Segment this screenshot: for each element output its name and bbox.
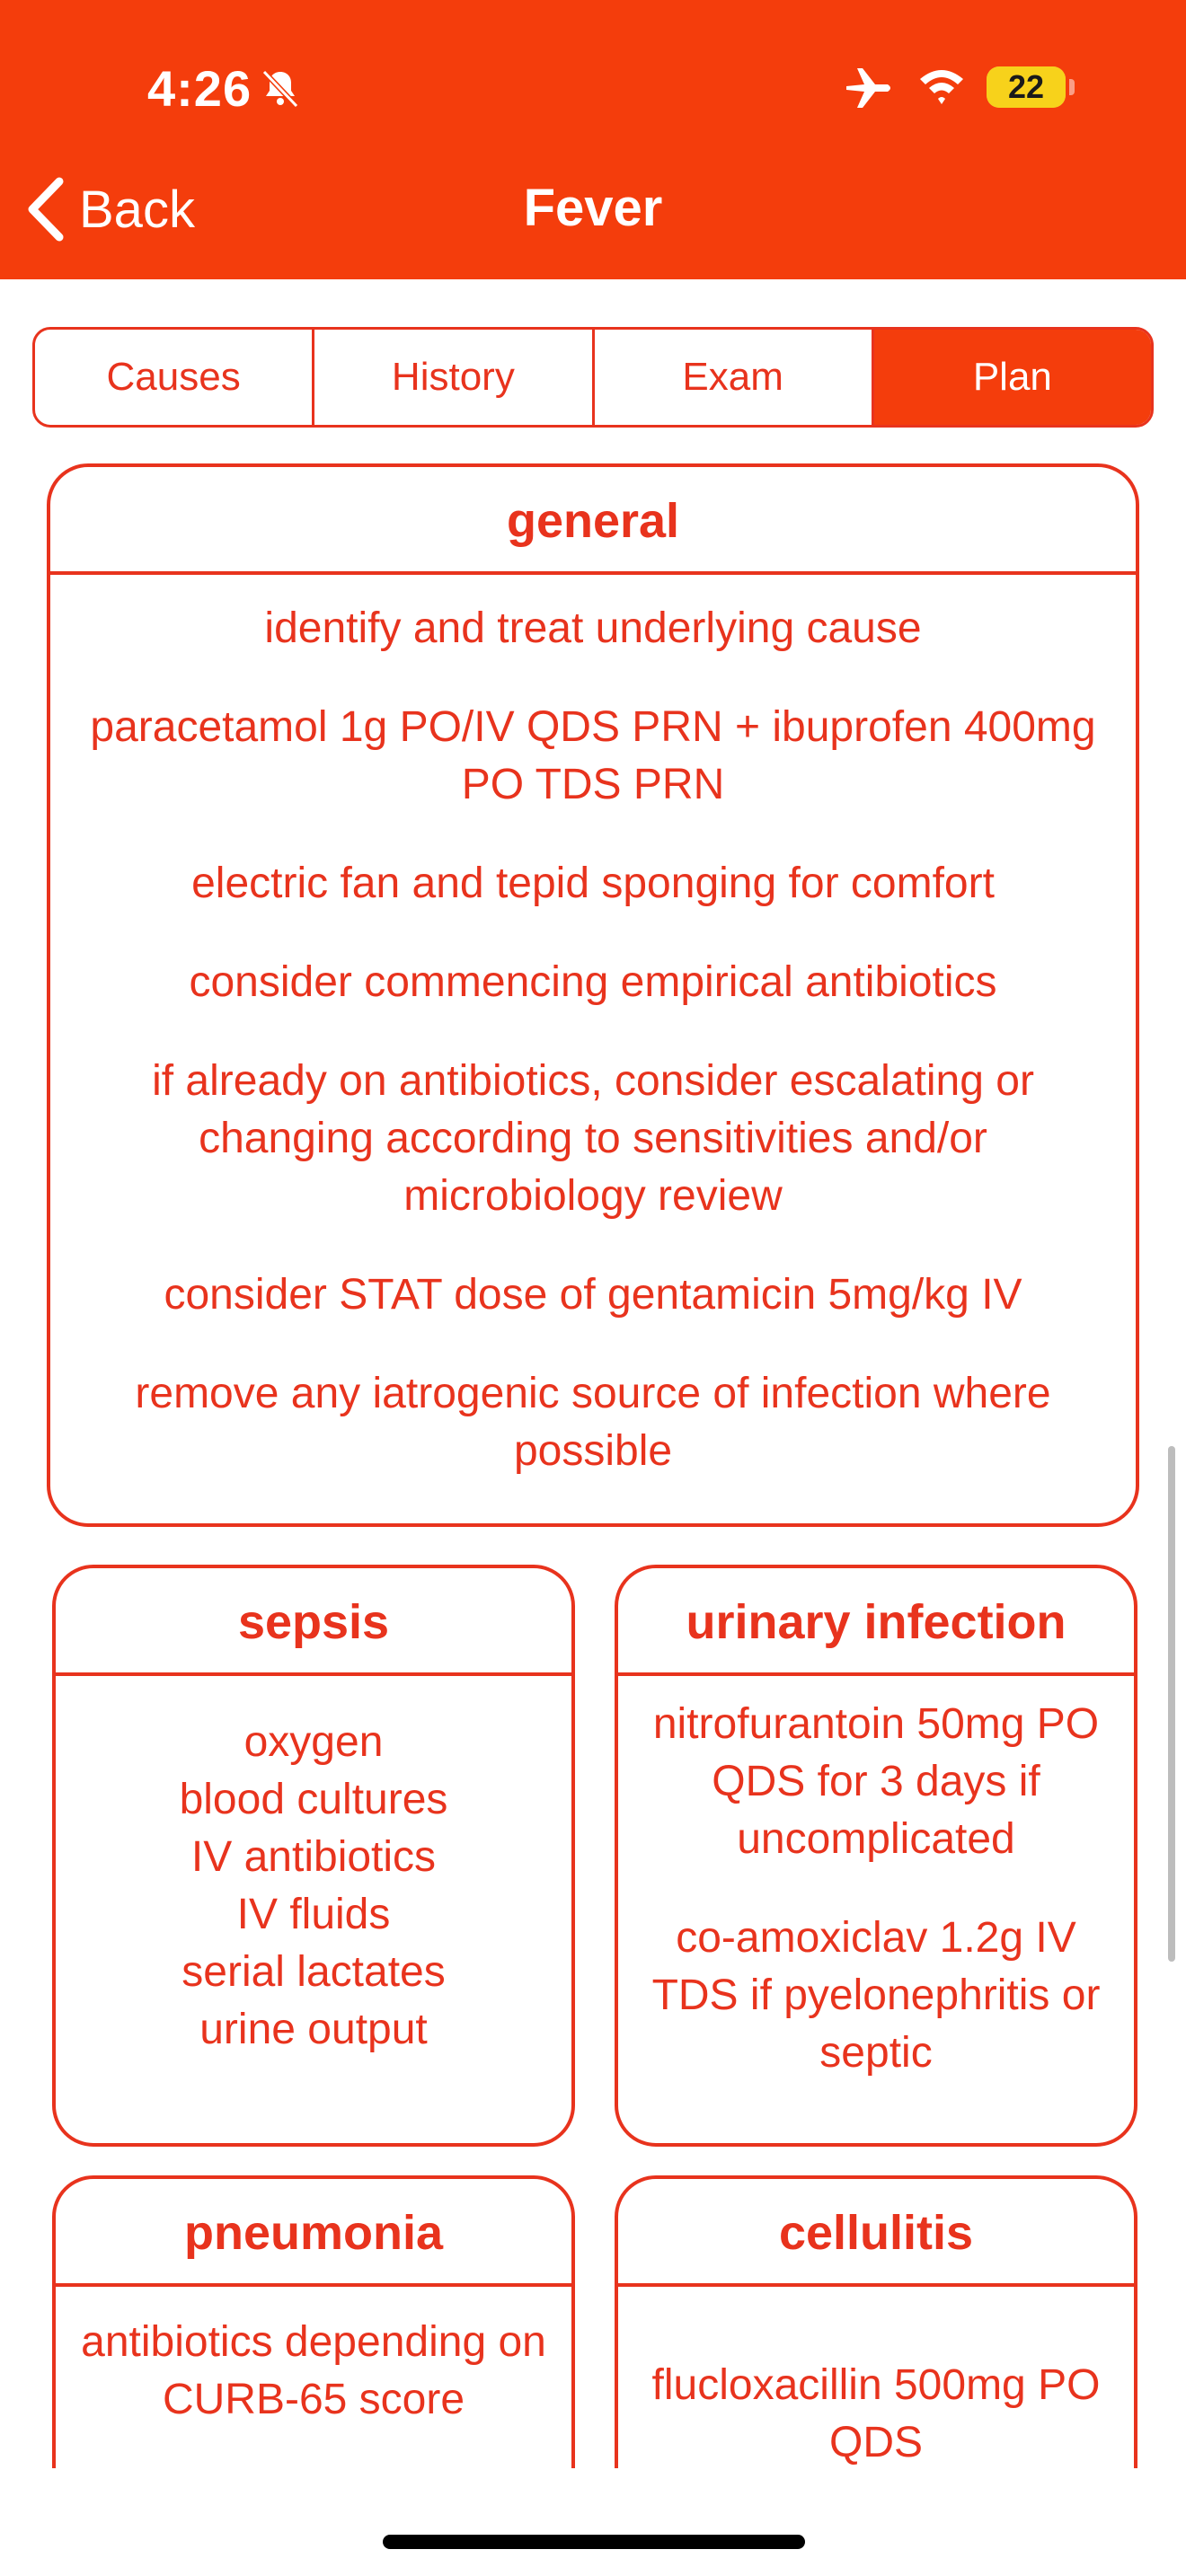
card-title-sepsis: sepsis (56, 1568, 571, 1676)
scrollbar[interactable] (1168, 1446, 1175, 1962)
urinary-infection-card: urinary infection nitrofurantoin 50mg PO… (615, 1565, 1137, 2147)
battery-level: 22 (1007, 68, 1045, 105)
card-title-urinary-infection: urinary infection (618, 1568, 1134, 1676)
bell-slash-icon (261, 69, 299, 109)
battery-fill (987, 66, 1066, 108)
list-item: paracetamol 1g PO/IV QDS PRN + ibuprofen… (90, 703, 1096, 808)
wifi-icon (920, 70, 963, 104)
card-body-urinary-infection: nitrofurantoin 50mg PO QDS for 3 days if… (618, 1676, 1134, 2082)
chevron-left-icon (28, 177, 64, 242)
list-item: IV antibiotics (190, 1833, 437, 1881)
card-body-general: identify and treat underlying cause para… (50, 575, 1136, 1480)
bottom-safe-area (0, 2468, 1186, 2576)
tab-exam[interactable]: Exam (595, 330, 874, 425)
home-indicator[interactable] (383, 2535, 805, 2549)
list-item: IV fluids (236, 1891, 391, 1938)
list-item: remove any iatrogenic source of infectio… (135, 1370, 1051, 1475)
sepsis-card: sepsis oxygen blood cultures IV antibiot… (52, 1565, 575, 2147)
tab-plan[interactable]: Plan (873, 330, 1151, 425)
back-button[interactable]: Back (25, 176, 195, 243)
card-title-cellulitis: cellulitis (618, 2179, 1134, 2287)
section-tabs: Causes History Exam Plan (32, 327, 1154, 428)
navigation-header: 4:26 22 Back Fever (0, 0, 1186, 279)
list-item: electric fan and tepid sponging for comf… (191, 860, 995, 907)
list-item: oxygen (243, 1718, 384, 1766)
list-item: antibiotics depending on CURB-65 score (81, 2318, 546, 2423)
card-title-general: general (50, 467, 1136, 575)
list-item: consider commencing empirical antibiotic… (189, 958, 997, 1006)
card-body-cellulitis: flucloxacillin 500mg PO QDS (618, 2287, 1134, 2472)
page-title: Fever (523, 179, 663, 237)
card-body-sepsis: oxygen blood cultures IV antibiotics IV … (56, 1676, 571, 2059)
card-body-pneumonia: antibiotics depending on CURB-65 score (56, 2287, 571, 2429)
list-item: consider STAT dose of gentamicin 5mg/kg … (164, 1271, 1022, 1319)
list-item: flucloxacillin 500mg PO QDS (651, 2361, 1101, 2466)
back-label: Back (79, 180, 195, 239)
card-title-pneumonia: pneumonia (56, 2179, 571, 2287)
list-item: if already on antibiotics, consider esca… (152, 1057, 1034, 1220)
list-item: urine output (199, 2006, 428, 2053)
tab-causes[interactable]: Causes (35, 330, 315, 425)
list-item: blood cultures (179, 1776, 448, 1823)
battery-icon: 22 (987, 66, 1066, 108)
list-item: nitrofurantoin 50mg PO QDS for 3 days if… (652, 1700, 1100, 1863)
general-card: general identify and treat underlying ca… (47, 463, 1139, 1527)
tab-history[interactable]: History (314, 330, 595, 425)
battery-cap (1069, 79, 1075, 95)
airplane-icon (846, 68, 890, 108)
list-item: identify and treat underlying cause (264, 604, 922, 652)
list-item: serial lactates (181, 1948, 446, 1996)
list-item: co-amoxiclav 1.2g IV TDS if pyelonephrit… (651, 1914, 1101, 2077)
status-time: 4:26 (147, 60, 252, 117)
